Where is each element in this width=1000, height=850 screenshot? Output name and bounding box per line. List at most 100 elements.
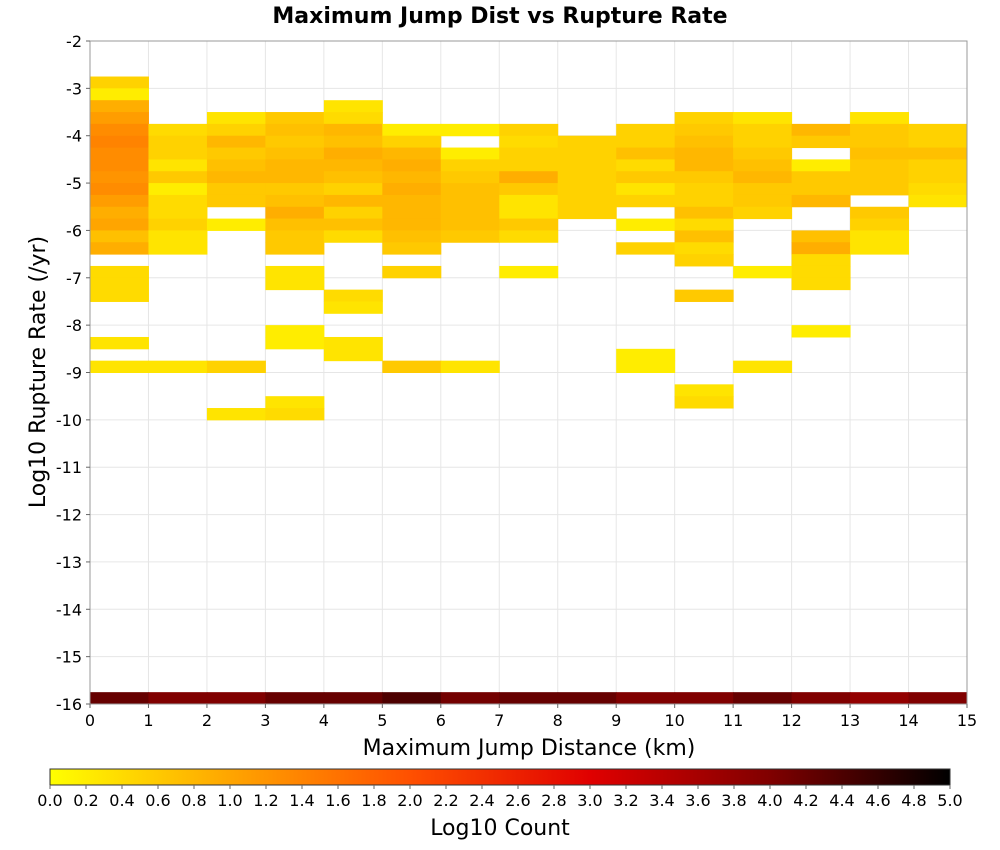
colorbar-tick-label: 3.4 <box>649 791 674 810</box>
heatmap-cell <box>791 123 851 137</box>
heatmap-cell <box>733 112 793 125</box>
heatmap-cell <box>440 183 500 196</box>
heatmap-cell <box>499 135 559 149</box>
x-tick-label: 6 <box>436 711 446 730</box>
heatmap-cell <box>382 230 442 243</box>
heatmap-cell <box>674 123 734 137</box>
y-tick-label: -14 <box>56 600 82 619</box>
heatmap-cell <box>850 135 910 149</box>
heatmap-cell <box>733 123 793 137</box>
heatmap-cell <box>616 171 676 184</box>
heatmap-cell <box>323 301 383 314</box>
heatmap-cell <box>791 265 851 279</box>
heatmap-cell <box>206 194 266 208</box>
heatmap-cell <box>323 230 383 243</box>
y-tick-label: -5 <box>66 174 82 193</box>
heatmap-cell <box>90 194 149 208</box>
heatmap-cell <box>148 147 208 160</box>
y-tick-label: -12 <box>56 506 82 525</box>
heatmap-cell <box>440 230 500 243</box>
heatmap-cell <box>323 100 383 113</box>
colorbar-tick-label: 3.8 <box>721 791 746 810</box>
colorbar-tick-label: 4.8 <box>901 791 926 810</box>
heatmap-cell <box>499 183 559 196</box>
heatmap-cell <box>265 183 325 196</box>
y-tick-label: -10 <box>56 411 82 430</box>
heatmap-cell <box>206 183 266 196</box>
heatmap-cell <box>90 100 149 113</box>
colorbar-ticks: 0.0 0.2 0.4 0.6 0.8 1.0 1.2 1.4 1.6 1.8 2.0 2.2 2.4 2… <box>37 785 963 810</box>
x-tick-label: 3 <box>260 711 270 730</box>
heatmap-cell <box>382 135 442 149</box>
heatmap-cell <box>265 230 325 243</box>
heatmap-cell <box>791 254 851 267</box>
heatmap-cell <box>265 692 325 704</box>
heatmap-cell <box>616 348 676 362</box>
heatmap-cell <box>440 194 500 208</box>
heatmap-cell <box>206 692 266 704</box>
colorbar-tick-label: 4.0 <box>757 791 782 810</box>
heatmap-cell <box>908 183 967 196</box>
heatmap-cell <box>850 183 910 196</box>
heatmap-cell <box>323 692 383 704</box>
heatmap-cell <box>265 242 325 255</box>
heatmap-cell <box>674 384 734 397</box>
heatmap-cell <box>382 692 442 704</box>
heatmap-cell <box>265 408 325 421</box>
x-tick-label: 2 <box>202 711 212 730</box>
heatmap-cell <box>733 183 793 196</box>
heatmap-cell <box>791 277 851 291</box>
heatmap-cell <box>499 218 559 231</box>
heatmap-cell <box>148 183 208 196</box>
heatmap-cell <box>616 242 676 255</box>
heatmap-cell <box>791 171 851 184</box>
colorbar-tick-label: 3.2 <box>613 791 638 810</box>
heatmap-cell <box>323 112 383 125</box>
heatmap-cell <box>206 159 266 172</box>
heatmap-cell <box>148 218 208 231</box>
heatmap-cell <box>908 159 967 172</box>
heatmap-cell <box>733 171 793 184</box>
heatmap-cell <box>499 206 559 220</box>
x-axis-ticks: 0 1 2 3 4 5 6 7 8 9 10 11 12 13 14 15 <box>85 704 977 730</box>
heatmap-cell <box>323 194 383 208</box>
heatmap-cell <box>265 277 325 291</box>
heatmap-cell <box>674 112 734 125</box>
heatmap-cell <box>850 171 910 184</box>
heatmap-cell <box>90 123 149 137</box>
heatmap-cell <box>90 289 149 302</box>
heatmap-cell <box>557 194 617 208</box>
colorbar-tick-label: 4.6 <box>865 791 890 810</box>
colorbar-tick-label: 4.4 <box>829 791 854 810</box>
heatmap-cell <box>791 325 851 338</box>
heatmap-cell <box>850 123 910 137</box>
heatmap-cell <box>557 147 617 160</box>
heatmap-cell <box>323 218 383 231</box>
heatmap-cell <box>616 692 676 704</box>
heatmap-cell <box>616 147 676 160</box>
heatmap-cell <box>674 159 734 172</box>
heatmap-cell <box>323 123 383 137</box>
heatmap-cell <box>148 194 208 208</box>
heatmap-cell <box>674 218 734 231</box>
heatmap-cell <box>850 147 910 160</box>
heatmap-cell <box>674 254 734 267</box>
heatmap-cell <box>323 206 383 220</box>
heatmap-cell <box>791 242 851 255</box>
heatmap-cell <box>674 289 734 302</box>
colorbar-tick-label: 1.2 <box>253 791 278 810</box>
colorbar-tick-label: 3.6 <box>685 791 710 810</box>
heatmap-cell <box>323 135 383 149</box>
heatmap-cell <box>382 242 442 255</box>
heatmap-cell <box>206 171 266 184</box>
heatmap-cell <box>733 265 793 279</box>
heatmap-cell <box>440 206 500 220</box>
heatmap-cell <box>382 171 442 184</box>
heatmap-cell <box>90 171 149 184</box>
heatmap-cell <box>908 692 967 704</box>
heatmap-cell <box>323 289 383 302</box>
x-tick-label: 7 <box>494 711 504 730</box>
heatmap-cell <box>908 147 967 160</box>
heatmap-cell <box>908 123 967 137</box>
heatmap-cell <box>791 692 851 704</box>
